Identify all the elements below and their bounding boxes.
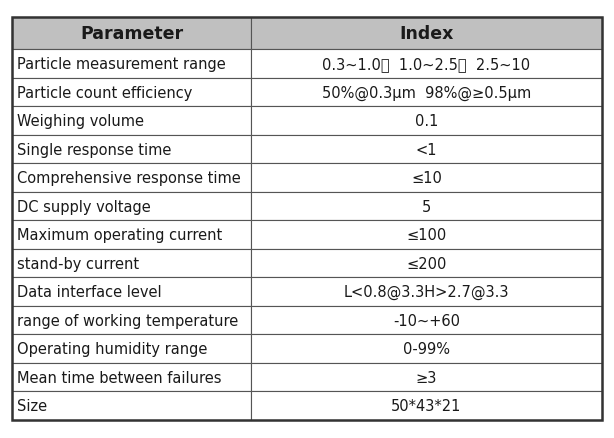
Bar bbox=[251, 164, 602, 193]
Text: ≥3: ≥3 bbox=[416, 370, 437, 385]
Bar bbox=[12, 18, 251, 50]
Text: L<0.8@3.3H>2.7@3.3: L<0.8@3.3H>2.7@3.3 bbox=[344, 284, 509, 300]
Text: Parameter: Parameter bbox=[80, 25, 183, 43]
Text: Size: Size bbox=[17, 398, 47, 413]
Text: ≤200: ≤200 bbox=[406, 256, 446, 271]
Bar bbox=[251, 278, 602, 306]
Text: Weighing volume: Weighing volume bbox=[17, 114, 144, 129]
Text: Index: Index bbox=[399, 25, 454, 43]
Bar bbox=[251, 136, 602, 164]
Text: 0.1: 0.1 bbox=[415, 114, 438, 129]
Text: Operating humidity range: Operating humidity range bbox=[17, 342, 208, 357]
Bar bbox=[12, 221, 251, 249]
Text: Maximum operating current: Maximum operating current bbox=[17, 228, 222, 243]
Text: DC supply voltage: DC supply voltage bbox=[17, 199, 151, 214]
Text: Mean time between failures: Mean time between failures bbox=[17, 370, 222, 385]
Bar bbox=[12, 306, 251, 335]
Bar bbox=[251, 50, 602, 79]
Text: ≤10: ≤10 bbox=[411, 171, 442, 186]
Text: Particle count efficiency: Particle count efficiency bbox=[17, 85, 192, 100]
Text: <1: <1 bbox=[416, 142, 437, 157]
Text: 5: 5 bbox=[422, 199, 431, 214]
Bar bbox=[12, 79, 251, 107]
Text: Single response time: Single response time bbox=[17, 142, 171, 157]
Bar bbox=[251, 221, 602, 249]
Bar bbox=[12, 249, 251, 278]
Text: 0.3~1.0；  1.0~2.5；  2.5~10: 0.3~1.0； 1.0~2.5； 2.5~10 bbox=[322, 57, 530, 72]
Bar bbox=[12, 392, 251, 420]
Bar bbox=[251, 193, 602, 221]
Text: -10~+60: -10~+60 bbox=[393, 313, 460, 328]
Bar bbox=[251, 249, 602, 278]
Bar bbox=[251, 335, 602, 363]
Bar bbox=[251, 306, 602, 335]
Bar bbox=[12, 363, 251, 392]
Bar bbox=[12, 335, 251, 363]
Bar bbox=[251, 79, 602, 107]
Bar bbox=[12, 50, 251, 79]
Text: 50%@0.3μm  98%@≥0.5μm: 50%@0.3μm 98%@≥0.5μm bbox=[322, 85, 531, 101]
Bar bbox=[12, 136, 251, 164]
Text: Data interface level: Data interface level bbox=[17, 285, 161, 300]
Bar bbox=[251, 107, 602, 136]
Text: 0-99%: 0-99% bbox=[403, 342, 450, 357]
Bar bbox=[12, 164, 251, 193]
Text: 50*43*21: 50*43*21 bbox=[391, 398, 462, 413]
Bar bbox=[251, 392, 602, 420]
Text: Comprehensive response time: Comprehensive response time bbox=[17, 171, 241, 186]
Text: Particle measurement range: Particle measurement range bbox=[17, 57, 226, 72]
Bar bbox=[12, 278, 251, 306]
Text: stand-by current: stand-by current bbox=[17, 256, 139, 271]
Bar bbox=[251, 363, 602, 392]
Bar bbox=[12, 107, 251, 136]
Text: range of working temperature: range of working temperature bbox=[17, 313, 238, 328]
Bar bbox=[251, 18, 602, 50]
Text: ≤100: ≤100 bbox=[406, 228, 446, 243]
Bar bbox=[12, 193, 251, 221]
